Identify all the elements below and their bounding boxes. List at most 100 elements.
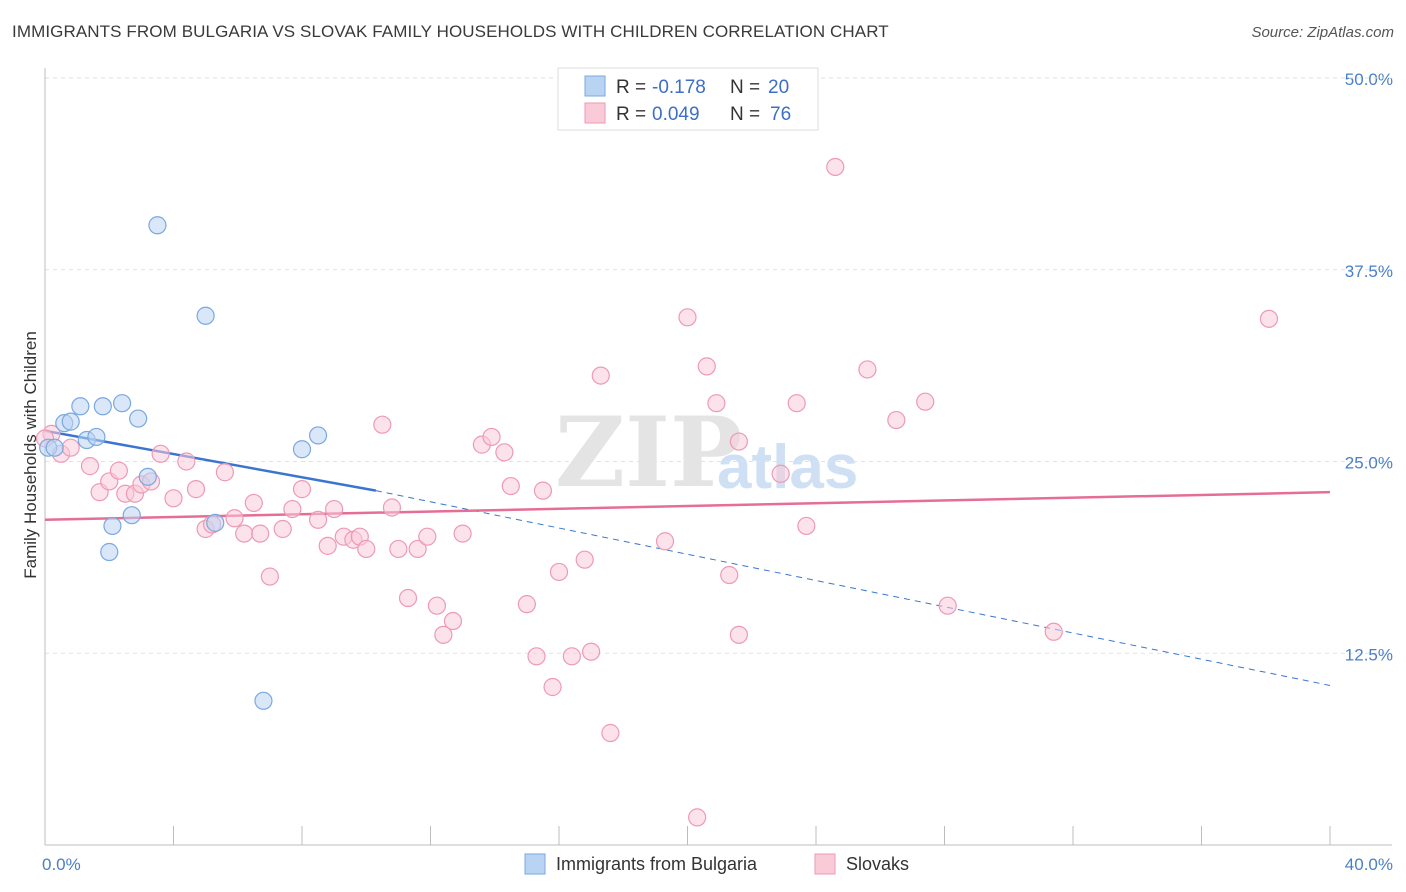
- slovaks-point: [325, 499, 344, 519]
- y-tick-label: 37.5%: [1345, 262, 1393, 281]
- slovaks-point: [318, 536, 337, 555]
- bulgaria-point: [112, 394, 132, 413]
- bulgaria-point: [308, 426, 328, 445]
- bulgaria-point: [93, 397, 112, 416]
- bulgaria-point: [138, 467, 157, 486]
- slovaks-point: [244, 493, 263, 513]
- slovaks-point: [517, 595, 536, 614]
- slovaks-point: [729, 432, 749, 451]
- slovaks-point: [418, 527, 437, 546]
- bulgaria-point: [148, 216, 167, 235]
- bottom-legend-swatch-slovaks: [814, 853, 836, 875]
- watermark-zip: ZIP: [555, 396, 742, 509]
- slovaks-point: [453, 524, 472, 543]
- bulgaria-point: [103, 516, 122, 536]
- y-tick-label: 50.0%: [1345, 70, 1393, 89]
- slovaks-point: [373, 415, 392, 434]
- bulgaria-point: [100, 542, 119, 562]
- slovaks-point: [771, 464, 790, 483]
- slovaks-point: [549, 562, 569, 582]
- slovaks-point: [697, 357, 716, 376]
- slovaks-point: [591, 366, 610, 385]
- source-label: Source: ZipAtlas.com: [1251, 24, 1394, 41]
- slovaks-point: [177, 452, 196, 471]
- legend-r-label-slovaks: R =: [616, 104, 646, 125]
- slovaks-point: [655, 532, 675, 551]
- y-tick-label: 25.0%: [1345, 454, 1393, 473]
- slovaks-point: [543, 677, 562, 697]
- slovaks-point: [482, 427, 501, 447]
- slovaks-point: [575, 550, 594, 569]
- slovaks-point: [443, 611, 463, 631]
- slovaks-point: [215, 463, 234, 482]
- slovaks-point: [283, 499, 302, 519]
- bulgaria-point: [196, 306, 215, 325]
- slovaks-point: [887, 410, 906, 430]
- legend-r-value-slovaks: 0.049: [652, 104, 700, 125]
- slovaks-point: [582, 642, 601, 661]
- slovaks-point: [707, 394, 726, 413]
- bulgaria-point: [61, 412, 80, 431]
- bulgaria-trend-extension: [375, 490, 1331, 686]
- legend-n-label-bulgaria: N =: [730, 77, 760, 98]
- legend-r-value-bulgaria: -0.178: [652, 77, 706, 98]
- bulgaria-point: [292, 440, 312, 459]
- legend-r-label-bulgaria: R =: [616, 77, 646, 98]
- slovaks-point: [533, 481, 553, 500]
- legend-bottom: Immigrants from Bulgaria Slovaks: [524, 853, 909, 875]
- slovaks-point: [678, 308, 697, 327]
- slovaks-point: [225, 509, 244, 528]
- slovaks-point: [688, 808, 707, 827]
- slovaks-point: [729, 625, 749, 644]
- bulgaria-point: [122, 506, 141, 525]
- slovaks-point: [527, 647, 546, 666]
- slovaks-point: [61, 438, 80, 457]
- slovaks-trend-line: [44, 490, 1331, 522]
- slovaks-point: [292, 480, 312, 499]
- slovaks-point: [787, 394, 806, 413]
- slovaks-point: [235, 524, 254, 543]
- slovaks-point: [357, 539, 376, 559]
- slovaks-point: [109, 461, 128, 480]
- slovaks-point: [501, 476, 520, 496]
- bulgaria-point: [45, 438, 64, 457]
- slovaks-point: [720, 565, 739, 585]
- bulgaria-point: [129, 409, 148, 428]
- slovaks-point: [826, 157, 845, 177]
- slovaks-point: [273, 519, 292, 539]
- slovaks-point: [260, 567, 279, 586]
- bulgaria-point: [254, 691, 273, 710]
- slovaks-point: [797, 516, 816, 536]
- slovaks-point: [1259, 309, 1279, 328]
- slovaks-point: [308, 510, 328, 529]
- slovaks-point: [858, 360, 877, 379]
- x-tick-label: 40.0%: [1345, 855, 1393, 874]
- bottom-legend-swatch-bulgaria: [524, 853, 546, 875]
- legend-top: R = -0.178 N = 20 R = 0.049 N = 76: [557, 67, 819, 131]
- y-axis-label: Family Households with Children: [21, 331, 40, 579]
- legend-n-value-slovaks: 76: [770, 104, 791, 125]
- slovaks-point: [427, 596, 447, 615]
- slovaks-point: [408, 539, 427, 559]
- slovaks-point: [151, 444, 170, 463]
- slovaks-point: [251, 524, 270, 543]
- x-tick-label: 0.0%: [42, 855, 81, 874]
- slovaks-point: [382, 498, 402, 517]
- slovaks-point: [186, 480, 206, 499]
- slovaks-point: [389, 539, 408, 559]
- legend-n-label-slovaks: N =: [730, 104, 760, 125]
- bulgaria-point: [206, 513, 225, 532]
- legend-swatch-slovaks: [584, 102, 606, 124]
- slovaks-point: [938, 596, 957, 615]
- bulgaria-point: [87, 427, 106, 447]
- slovaks-point: [434, 625, 453, 644]
- chart-title: IMMIGRANTS FROM BULGARIA VS SLOVAK FAMIL…: [12, 22, 889, 41]
- y-tick-label: 12.5%: [1345, 645, 1393, 664]
- bottom-legend-label-slovaks: Slovaks: [846, 854, 909, 874]
- slovaks-point: [601, 723, 620, 743]
- legend-swatch-bulgaria: [584, 75, 606, 97]
- slovaks-point: [1044, 622, 1063, 641]
- slovaks-point: [398, 588, 418, 608]
- slovaks-point: [916, 392, 935, 411]
